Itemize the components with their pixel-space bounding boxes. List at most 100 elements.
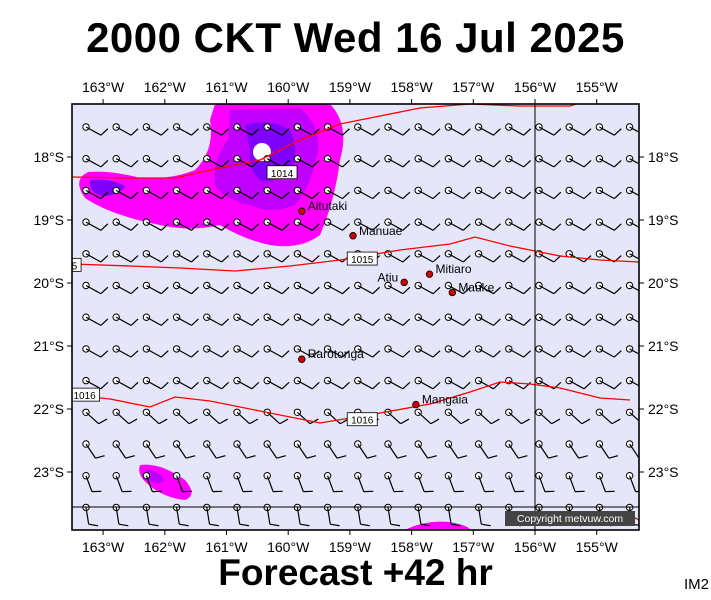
- wind-barb: [142, 123, 169, 136]
- wind-barb: [474, 186, 501, 200]
- wind-barb: [263, 313, 290, 326]
- wind-barb: [444, 376, 471, 390]
- wind-barb: [82, 155, 109, 168]
- place-name: Mitiaro: [435, 262, 471, 276]
- lon-label-top: 158°W: [391, 79, 434, 95]
- wind-barb: [625, 408, 639, 422]
- wind-barb: [535, 472, 555, 493]
- wind-barb: [203, 281, 230, 295]
- wind-barb: [384, 440, 407, 459]
- wind-barb: [414, 281, 441, 295]
- wind-barb: [444, 408, 470, 425]
- wind-barb: [112, 123, 139, 136]
- lon-label-top: 163°W: [82, 79, 125, 95]
- wind-barb: [474, 345, 501, 358]
- wind-barb: [505, 281, 532, 295]
- wind-barb: [565, 123, 592, 136]
- wind-barb: [625, 123, 639, 133]
- wind-barb: [263, 281, 290, 295]
- wind-barb: [595, 313, 622, 326]
- isobar-1014: [72, 104, 579, 179]
- wind-barb: [323, 345, 350, 358]
- wind-barb: [142, 376, 169, 390]
- wind-barb: [233, 123, 260, 136]
- wind-barb: [112, 155, 139, 168]
- isobar-label: 1015: [346, 251, 378, 266]
- lat-label-right: 22°S: [648, 401, 679, 417]
- wind-barb: [203, 472, 223, 493]
- wind-barb: [474, 408, 500, 425]
- wind-barb: [203, 186, 230, 200]
- wind-barb: [142, 155, 169, 168]
- wind-barb: [625, 472, 639, 493]
- precip-area: [146, 470, 165, 483]
- wind-barb: [293, 376, 320, 390]
- wind-barb: [233, 186, 260, 200]
- lat-label-right: 23°S: [648, 464, 679, 480]
- wind-barb: [354, 155, 381, 168]
- wind-barb: [444, 218, 471, 231]
- wind-barb: [233, 408, 259, 425]
- precipitation-layer: [79, 104, 470, 530]
- lon-label-top: 156°W: [514, 79, 557, 95]
- wind-barb: [625, 440, 639, 459]
- lon-label-top: 162°W: [144, 79, 187, 95]
- wind-barb: [505, 155, 532, 168]
- wind-barb: [142, 250, 169, 263]
- isobar-lines: [72, 104, 639, 521]
- lat-label-left: 22°S: [33, 401, 64, 417]
- wind-barb: [505, 345, 532, 358]
- wind-barb: [444, 440, 468, 459]
- wind-barb: [595, 345, 622, 358]
- wind-barb: [233, 250, 260, 263]
- wind-barb: [233, 313, 260, 326]
- wind-barb: [474, 155, 501, 168]
- wind-barb: [384, 345, 411, 358]
- wind-barb: [323, 376, 350, 390]
- place-name: Mauke: [458, 280, 494, 294]
- wind-barb: [565, 345, 592, 358]
- wind-barb: [444, 250, 471, 263]
- wind-barb: [82, 313, 109, 326]
- place-name: Mangaia: [422, 393, 468, 407]
- reference-lines: [72, 104, 639, 530]
- wind-barb: [474, 123, 501, 136]
- wind-barb: [414, 155, 441, 168]
- lat-label-right: 19°S: [648, 212, 679, 228]
- wind-barb: [625, 376, 639, 387]
- lat-label-right: 20°S: [648, 275, 679, 291]
- wind-barb: [505, 472, 525, 493]
- isobar-1016: [72, 381, 631, 424]
- wind-barb: [233, 281, 260, 295]
- wind-barb: [414, 250, 441, 263]
- wind-barb: [414, 408, 440, 425]
- wind-barb: [233, 218, 260, 231]
- wind-barb: [293, 472, 313, 493]
- lat-label-right: 18°S: [648, 149, 679, 165]
- wind-barb: [263, 123, 290, 136]
- lon-label-top: 159°W: [329, 79, 372, 95]
- wind-barb: [233, 376, 260, 390]
- wind-barb: [112, 313, 139, 326]
- place-marker: Atiu: [378, 270, 408, 287]
- wind-barb: [414, 376, 441, 390]
- place-name: Aitutaki: [308, 199, 347, 213]
- wind-barb: [263, 376, 290, 390]
- isobar-labels: 1014 1015 1015 1016 1016: [72, 165, 378, 427]
- place-marker: Manuae: [349, 224, 403, 240]
- isobar-label: 1015: [72, 257, 82, 272]
- wind-barb: [595, 440, 619, 459]
- wind-barb: [444, 472, 464, 493]
- wind-barb: [505, 218, 532, 231]
- wind-barb: [625, 345, 639, 355]
- wind-barb: [293, 345, 320, 358]
- wind-barb: [354, 218, 381, 231]
- wind-barb: [384, 186, 411, 200]
- wind-barb: [172, 408, 198, 425]
- wind-barb: [444, 123, 471, 136]
- wind-barb: [565, 408, 591, 425]
- wind-barb: [112, 440, 135, 459]
- wind-barb: [595, 376, 622, 390]
- wind-barb: [112, 376, 139, 390]
- place-marker: Mangaia: [412, 393, 468, 409]
